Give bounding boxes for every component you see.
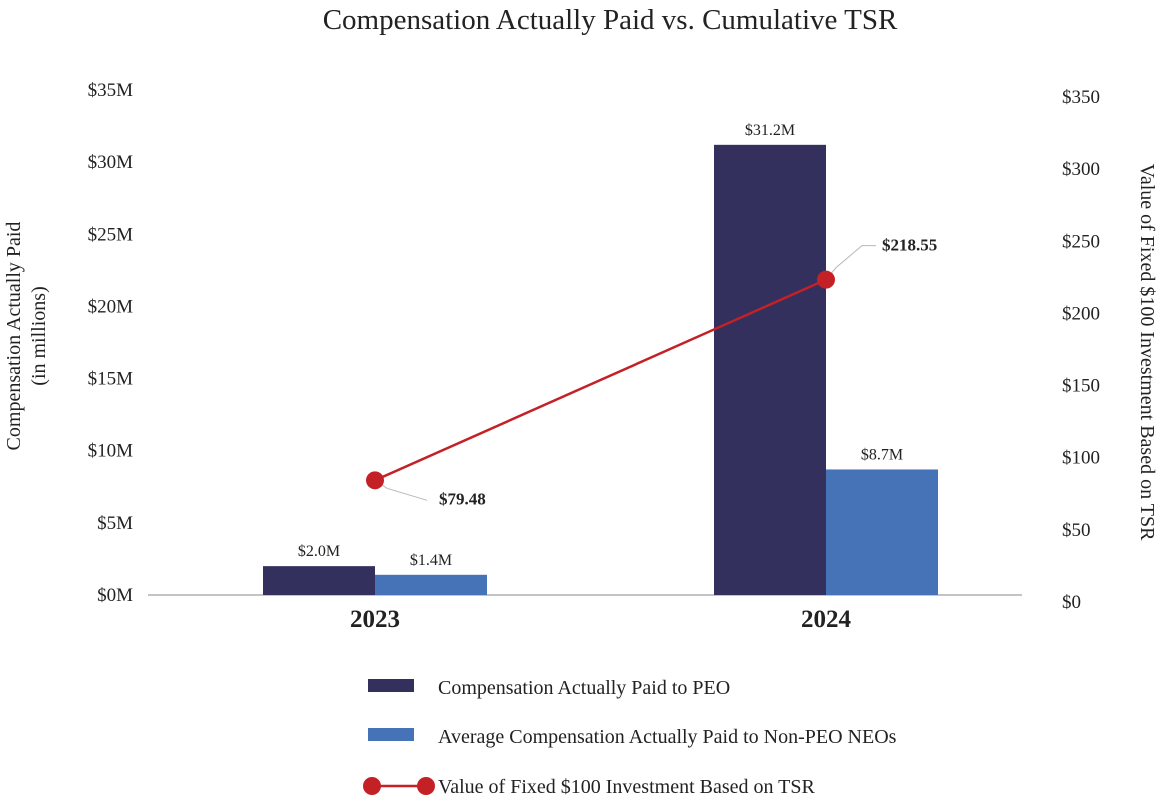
legend-swatch-peo	[368, 679, 414, 692]
bar-data-labels: $2.0M $31.2M $1.4M $8.7M	[298, 122, 903, 569]
tsr-point-2024	[817, 270, 835, 289]
left-axis-ticks: $0M $5M $10M $15M $20M $25M $30M $35M	[88, 80, 134, 606]
y-tick-label: $35M	[88, 80, 134, 101]
legend: Compensation Actually Paid to PEO Averag…	[363, 677, 897, 798]
y-axis-label-line-1: Compensation Actually Paid	[3, 222, 25, 451]
bar-neo-2024	[826, 469, 938, 595]
bar-marks	[263, 144, 938, 596]
bar-value-label: $31.2M	[745, 122, 795, 139]
y2-tick-label: $100	[1062, 448, 1100, 469]
right-axis-ticks: $0 $50 $100 $150 $200 $250 $300 $350	[1062, 87, 1100, 613]
y2-tick-label: $250	[1062, 231, 1100, 252]
y-tick-label: $10M	[88, 441, 134, 462]
x-category-label: 2023	[350, 606, 400, 633]
y2-axis-label: Value of Fixed $100 Investment Based on …	[1136, 164, 1158, 541]
bar-peo-2024	[714, 144, 826, 596]
category-labels: 2023 2024	[350, 606, 852, 633]
y2-tick-label: $350	[1062, 87, 1100, 108]
legend-marker-tsr-left	[363, 777, 381, 795]
tsr-value-label: $79.48	[439, 489, 486, 508]
bar-neo-2023	[375, 574, 487, 595]
bar-value-label: $1.4M	[410, 552, 452, 569]
y2-tick-label: $300	[1062, 159, 1100, 180]
tsr-point-2023	[366, 471, 384, 490]
y-tick-label: $15M	[88, 369, 134, 390]
legend-label-neo: Average Compensation Actually Paid to No…	[438, 726, 897, 748]
bar-peo-2023	[263, 566, 375, 595]
y-tick-label: $5M	[97, 513, 133, 534]
y2-tick-label: $0	[1062, 592, 1081, 613]
y-tick-label: $30M	[88, 152, 134, 173]
legend-marker-tsr-right	[417, 777, 435, 795]
x-category-label: 2024	[801, 606, 852, 633]
y-tick-label: $25M	[88, 224, 134, 245]
tsr-value-label: $218.55	[882, 236, 937, 255]
y-tick-label: $0M	[97, 585, 133, 606]
y2-tick-label: $200	[1062, 303, 1100, 324]
bar-value-label: $2.0M	[298, 543, 340, 560]
tsr-line	[374, 278, 827, 482]
legend-label-tsr: Value of Fixed $100 Investment Based on …	[438, 776, 815, 798]
legend-label-peo: Compensation Actually Paid to PEO	[438, 677, 730, 699]
tsr-line-layer: $79.48 $218.55	[366, 236, 937, 508]
y2-tick-label: $150	[1062, 376, 1100, 397]
y-axis-label-line-2: (in millions)	[28, 286, 50, 385]
y-tick-label: $20M	[88, 296, 134, 317]
chart-title: Compensation Actually Paid vs. Cumulativ…	[323, 4, 898, 36]
y2-tick-label: $50	[1062, 520, 1091, 541]
legend-swatch-neo	[368, 728, 414, 741]
tsr-leader-line	[825, 245, 876, 280]
bar-value-label: $8.7M	[861, 446, 903, 463]
